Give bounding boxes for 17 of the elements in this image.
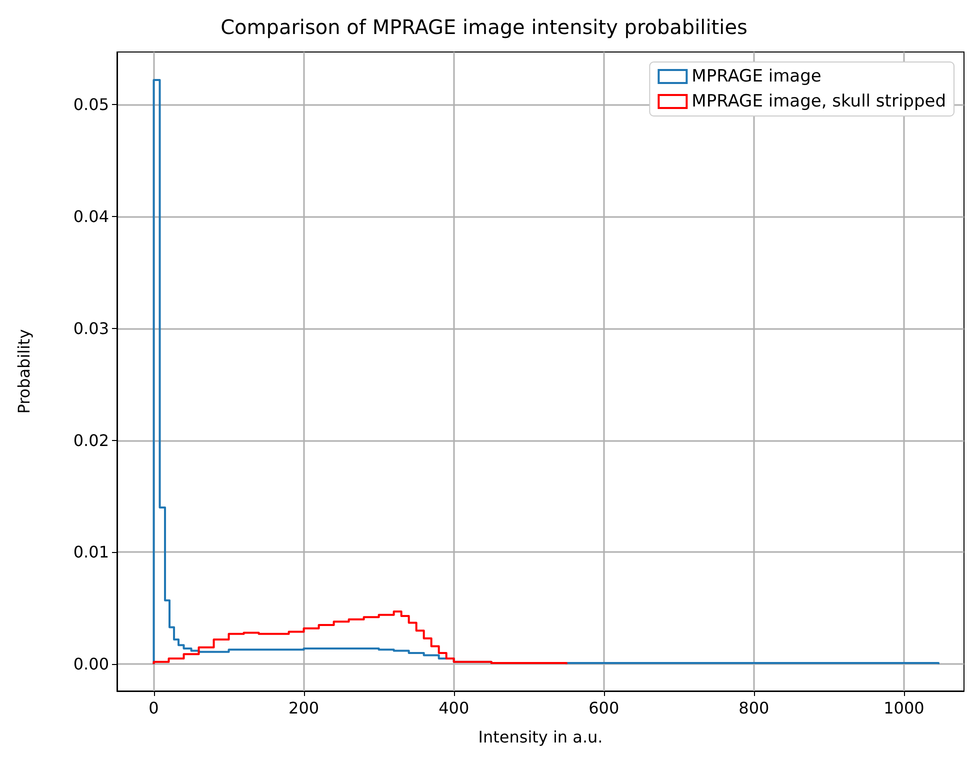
y-axis-title: Probability [14, 329, 34, 414]
x-tick-label: 0 [148, 698, 159, 718]
legend-label: MPRAGE image, skull stripped [692, 92, 946, 112]
y-tick-label: 0.02 [73, 430, 109, 450]
x-tick-label: 600 [588, 698, 620, 718]
x-tick-label: 1000 [884, 698, 924, 718]
legend-label: MPRAGE image [692, 66, 822, 86]
x-axis-title: Intensity in a.u. [478, 728, 603, 746]
x-tick-label: 400 [438, 698, 470, 718]
y-tick-label: 0.01 [73, 542, 109, 562]
y-tick-label: 0.03 [73, 318, 109, 338]
x-tick-label: 800 [738, 698, 770, 718]
y-tick-label: 0.04 [73, 207, 109, 226]
y-tick-label: 0.05 [73, 95, 109, 114]
y-tick-label: 0.00 [73, 654, 109, 674]
x-tick-label: 200 [288, 698, 320, 718]
chart-title: Comparison of MPRAGE image intensity probabilities [220, 15, 748, 39]
